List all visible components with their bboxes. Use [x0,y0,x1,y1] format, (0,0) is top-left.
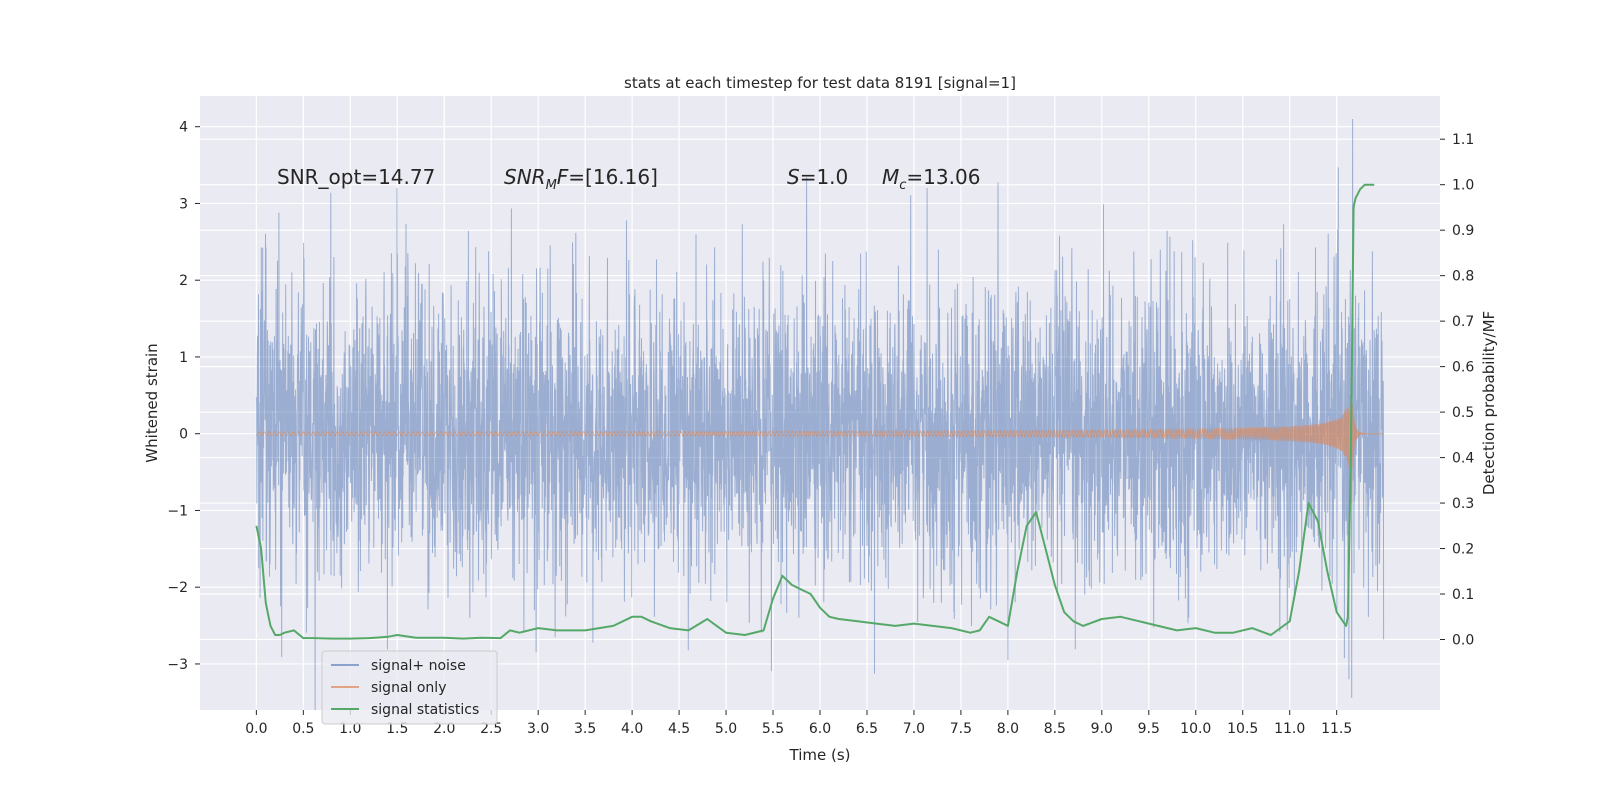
y-axis-label: Whitened strain [143,343,161,462]
series-signal-statistics [255,183,1375,640]
x-tick-label: 4.5 [668,721,690,737]
y-tick-label: 3 [179,196,188,212]
annotation-mc: Mc=13.06 [882,165,980,193]
annotation-s: S=1.0 [787,165,848,189]
legend-label-signal-plus-noise: signal+ noise [371,658,466,674]
x-tick-label: 0.5 [292,721,314,737]
x-tick-label: 10.5 [1227,721,1258,737]
y2-tick-label: 0.6 [1452,360,1474,376]
x-tick-label: 8.5 [1044,721,1066,737]
y-tick-label: −3 [167,657,188,673]
x-tick-label: 6.0 [809,721,831,737]
y-tick-label: −1 [167,503,188,519]
y2-tick-label: 0.4 [1452,451,1474,467]
y-tick-label: 0 [179,427,188,443]
x-tick-label: 1.5 [386,721,408,737]
x-tick-label: 10.0 [1180,721,1211,737]
y-tick-label: 1 [179,350,188,366]
y2-axis-ticks: 0.0 0.1 0.2 0.3 0.4 0.5 0.6 0.7 0.8 0.9 1.0 1.1 [1440,132,1474,649]
x-axis-ticks: 0.0 0.5 1.0 1.5 2.0 2.5 3.0 3.5 4.0 4.5 5.0 5.5 6.0 6… [245,710,1352,737]
y2-tick-label: 0.2 [1452,542,1474,558]
series-signal-plus-noise [255,118,1385,710]
x-tick-label: 11.0 [1274,721,1305,737]
annotation-snr-mf: SNRMF=[16.16] [504,165,658,193]
y2-tick-label: 0.5 [1452,405,1474,421]
y2-axis-label: Detection probability/MF [1480,311,1498,495]
x-tick-label: 6.5 [856,721,878,737]
y2-tick-label: 0.7 [1452,314,1474,330]
y-tick-label: 4 [179,120,188,136]
x-tick-label: 8.0 [997,721,1019,737]
x-tick-label: 9.5 [1138,721,1160,737]
x-tick-label: 2.0 [433,721,455,737]
legend-label-signal-only: signal only [371,680,446,696]
x-tick-label: 0.0 [245,721,267,737]
y2-tick-label: 0.9 [1452,223,1474,239]
x-tick-label: 2.5 [480,721,502,737]
series-signal-only [256,378,1384,504]
legend-label-signal-statistics: signal statistics [371,702,479,718]
x-tick-label: 7.5 [950,721,972,737]
legend-box [321,650,498,725]
y-tick-label: 2 [179,273,188,289]
chart-title: stats at each timestep for test data 819… [624,74,1016,92]
x-tick-label: 3.0 [527,721,549,737]
annotation-snr-opt: SNR_opt=14.77 [277,165,435,189]
legend: signal+ noise signal only signal statist… [321,650,498,725]
y2-tick-label: 1.0 [1452,178,1474,194]
y2-tick-label: 0.1 [1452,587,1474,603]
y2-tick-label: 0.3 [1452,496,1474,512]
y-tick-label: −2 [167,580,188,596]
y-axis-ticks: −3 −2 −1 0 1 2 3 4 [167,120,200,673]
x-tick-label: 1.0 [339,721,361,737]
y2-tick-label: 1.1 [1452,132,1474,148]
x-tick-label: 11.5 [1321,721,1352,737]
x-tick-label: 4.0 [621,721,643,737]
x-axis-label: Time (s) [789,746,851,764]
x-tick-label: 9.0 [1091,721,1113,737]
x-tick-label: 5.5 [762,721,784,737]
y2-tick-label: 0.8 [1452,269,1474,285]
x-tick-label: 7.0 [903,721,925,737]
x-tick-label: 5.0 [715,721,737,737]
x-tick-label: 3.5 [574,721,596,737]
y2-tick-label: 0.0 [1452,633,1474,649]
